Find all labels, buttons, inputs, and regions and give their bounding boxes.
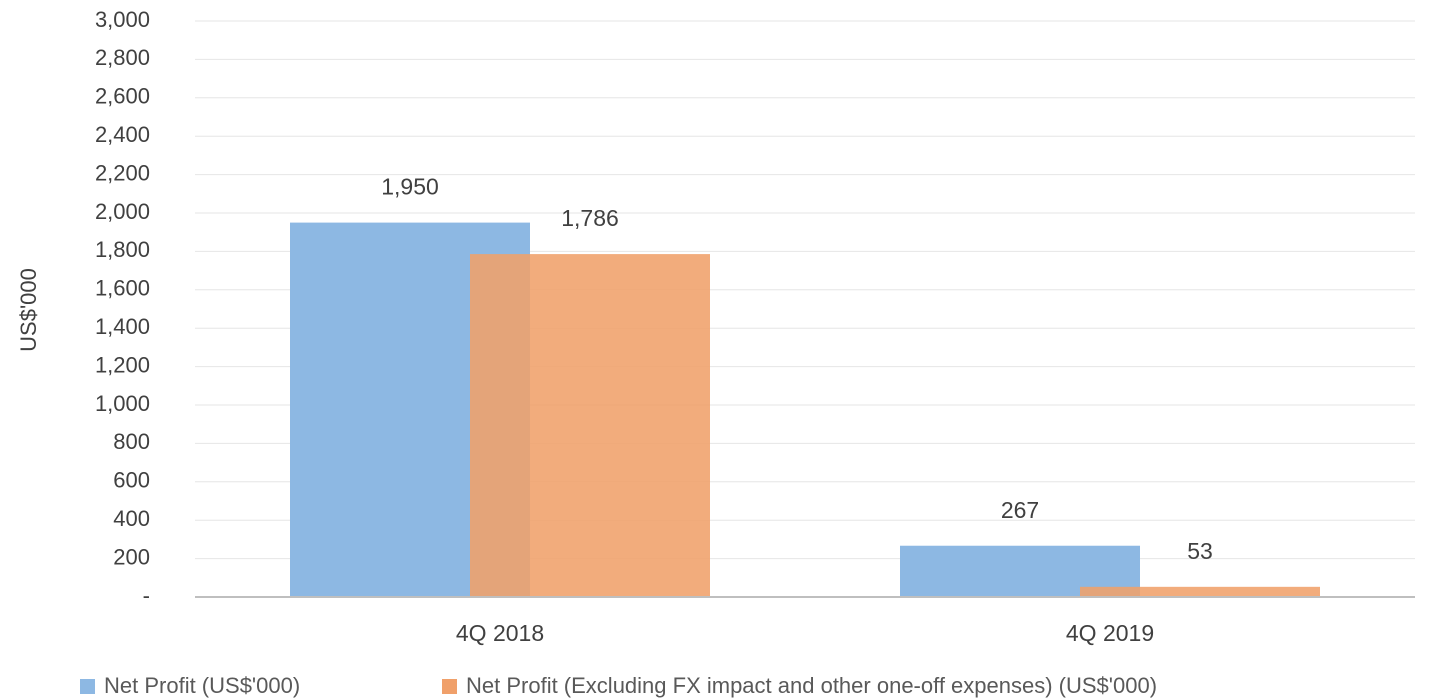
y-tick-label: 200 [113,544,150,569]
y-tick-label: 600 [113,468,150,493]
y-tick-label: 2,000 [95,199,150,224]
x-tick-label: 4Q 2019 [1066,620,1154,646]
y-tick-label: 2,800 [95,45,150,70]
y-tick-label: 3,000 [95,7,150,32]
data-label: 1,786 [561,205,619,231]
y-axis-label: US$'000 [16,268,41,352]
y-tick-label: 1,600 [95,276,150,301]
y-tick-label: 2,400 [95,122,150,147]
y-tick-label: 1,000 [95,391,150,416]
y-tick-label: - [143,583,150,608]
data-label: 53 [1187,538,1213,564]
x-tick-label: 4Q 2018 [456,620,544,646]
legend-swatch [442,679,457,694]
legend-label: Net Profit (US$'000) [104,673,300,698]
y-tick-label: 400 [113,506,150,531]
y-tick-label: 2,600 [95,84,150,109]
y-tick-label: 1,200 [95,352,150,377]
data-label: 267 [1001,497,1039,523]
y-tick-label: 2,200 [95,160,150,185]
y-tick-label: 800 [113,429,150,454]
data-label: 1,950 [381,174,439,200]
bar [470,254,710,597]
y-tick-label: 1,800 [95,237,150,262]
legend-label: Net Profit (Excluding FX impact and othe… [466,673,1157,698]
bar [1080,586,1320,597]
y-tick-label: 1,400 [95,314,150,339]
legend-swatch [80,679,95,694]
